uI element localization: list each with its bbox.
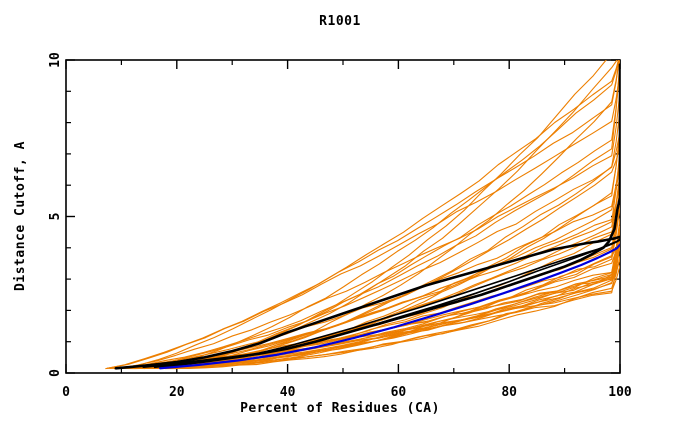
x-axis-label: Percent of Residues (CA)	[240, 401, 440, 416]
y-tick-label: 10	[48, 52, 63, 68]
x-tick-label: 20	[169, 385, 185, 400]
y-tick-label: 0	[48, 369, 63, 377]
prediction-curve	[119, 60, 619, 369]
prediction-curve	[156, 132, 620, 370]
y-axis-ticks: 0 5 10	[48, 52, 620, 377]
x-tick-label: 100	[608, 385, 632, 400]
x-tick-label: 40	[280, 385, 296, 400]
x-tick-label: 0	[62, 385, 70, 400]
reference-curve	[164, 238, 620, 368]
prediction-curve	[146, 60, 620, 369]
prediction-curve	[115, 131, 620, 369]
x-tick-label: 80	[501, 385, 517, 400]
y-axis-label: Distance Cutoff, A	[13, 141, 28, 291]
reference-curve	[159, 243, 620, 370]
prediction-curves	[105, 60, 620, 370]
x-tick-label: 60	[391, 385, 407, 400]
prediction-curve	[164, 192, 620, 370]
prediction-curve	[122, 60, 618, 369]
prediction-curve	[151, 235, 620, 369]
reference-curve	[114, 235, 620, 370]
prediction-curve	[105, 60, 620, 370]
reference-curves	[114, 63, 620, 370]
plot-frame	[65, 59, 621, 374]
chart-title: R1001	[319, 14, 361, 29]
prediction-curve	[106, 60, 620, 369]
x-axis-ticks: 0 20 40 60 80 100	[62, 60, 632, 400]
y-tick-label: 5	[48, 213, 63, 221]
prediction-curve	[171, 258, 620, 369]
